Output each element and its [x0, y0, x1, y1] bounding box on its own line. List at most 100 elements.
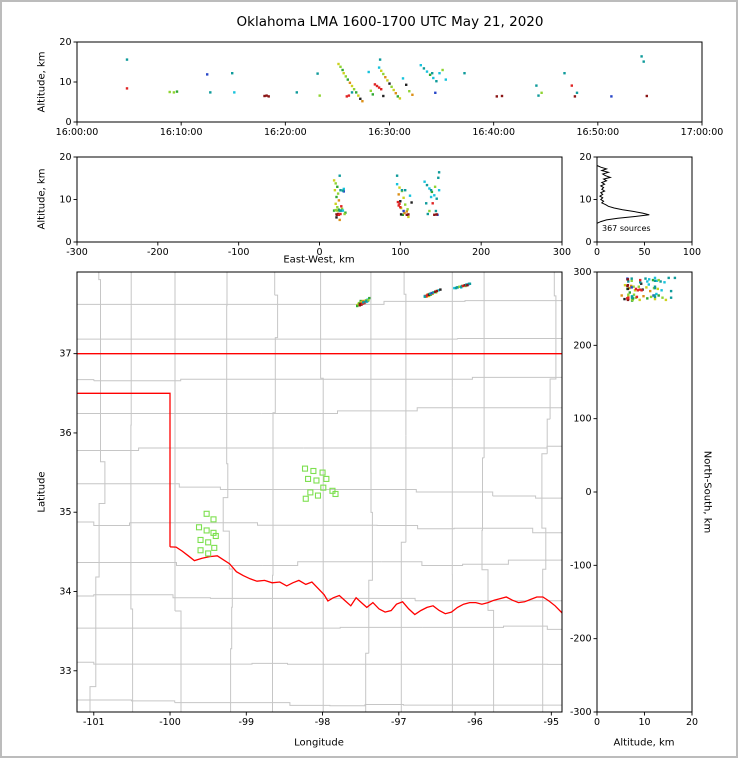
source-point [540, 91, 543, 94]
county-line [262, 561, 382, 566]
source-point [338, 174, 341, 177]
source-point [495, 95, 498, 98]
source-point [439, 288, 442, 291]
county-line [77, 699, 176, 703]
source-point [432, 291, 435, 294]
county-line [225, 376, 562, 380]
source-point [419, 64, 422, 67]
source-point [628, 291, 631, 294]
station-marker [301, 465, 309, 472]
y-tick-label: 0 [65, 117, 71, 128]
source-point [401, 213, 404, 216]
y-tick-label: 10 [579, 195, 591, 206]
source-point [346, 78, 349, 81]
source-point [535, 84, 538, 87]
source-point [648, 278, 651, 281]
y-tick-label: 20 [59, 37, 71, 48]
source-point [656, 287, 659, 291]
source-point [635, 295, 639, 299]
source-point [434, 290, 437, 293]
source-point [653, 276, 657, 280]
source-point [367, 299, 370, 302]
y-tick-label: -200 [570, 634, 592, 645]
source-point [563, 72, 566, 75]
source-point [340, 205, 343, 208]
x-tick-label: 50 [638, 247, 650, 258]
source-point [125, 87, 129, 90]
source-point [402, 196, 405, 199]
source-point [350, 84, 354, 88]
source-point [653, 285, 657, 288]
y-tick-label: 20 [579, 152, 591, 163]
county-line [272, 294, 279, 712]
y-tick-label: 0 [585, 487, 591, 498]
source-point [359, 299, 362, 303]
station-marker [319, 469, 326, 476]
x-tick-label: -97 [391, 717, 407, 728]
x-tick-label: -98 [315, 717, 331, 728]
y-tick-label: 100 [573, 414, 591, 425]
state-border [77, 353, 562, 616]
source-point [458, 285, 461, 288]
county-line [546, 418, 551, 454]
source-point [359, 302, 362, 305]
county-line [77, 447, 304, 451]
source-point [396, 200, 400, 204]
county-line [130, 272, 132, 306]
source-point [657, 278, 660, 282]
source-point [633, 289, 637, 292]
source-point [626, 278, 630, 281]
county-line [422, 625, 562, 630]
source-point [435, 80, 438, 83]
source-point [172, 91, 176, 94]
source-point [430, 291, 433, 295]
source-point [233, 91, 236, 94]
station-marker [197, 547, 204, 554]
y-tick-label: 35 [59, 507, 71, 518]
source-point [657, 294, 660, 297]
source-point [402, 209, 405, 213]
station-marker [205, 539, 212, 546]
source-point [365, 299, 368, 303]
source-point [575, 91, 579, 94]
source-point [342, 72, 345, 75]
source-point [341, 68, 344, 72]
source-point [295, 91, 298, 94]
county-line [77, 594, 332, 599]
source-point [456, 286, 459, 289]
station-marker [307, 489, 314, 496]
y-tick-label: 0 [585, 237, 591, 248]
state-border-line [77, 392, 171, 547]
x-tick-label: 0 [594, 247, 600, 258]
x-tick-label: 16:40:00 [472, 127, 515, 138]
county-line [320, 272, 324, 712]
station-marker [203, 510, 210, 517]
ew-panel-ylabel: Altitude, km [36, 168, 48, 230]
source-point [356, 304, 359, 308]
source-point [396, 95, 399, 98]
source-point [623, 297, 626, 301]
x-tick-label: -101 [83, 717, 105, 728]
source-point [649, 295, 653, 299]
source-point [316, 72, 319, 75]
county-line [415, 600, 562, 602]
source-point [380, 69, 383, 72]
county-line [222, 272, 233, 712]
source-point [433, 213, 436, 216]
source-point [342, 187, 345, 191]
station-marker [310, 467, 317, 475]
ew-panel-frame [76, 156, 563, 243]
county-boundaries [77, 272, 562, 712]
source-point [397, 204, 400, 207]
county-line [541, 453, 548, 712]
lma-stations [195, 465, 339, 557]
source-point [653, 297, 657, 301]
source-point [401, 77, 405, 80]
source-point [407, 213, 410, 216]
source-point [337, 62, 340, 66]
source-point [392, 88, 395, 92]
source-point [358, 304, 361, 307]
source-point [661, 296, 664, 299]
source-point [638, 298, 641, 302]
station-marker [320, 484, 327, 491]
